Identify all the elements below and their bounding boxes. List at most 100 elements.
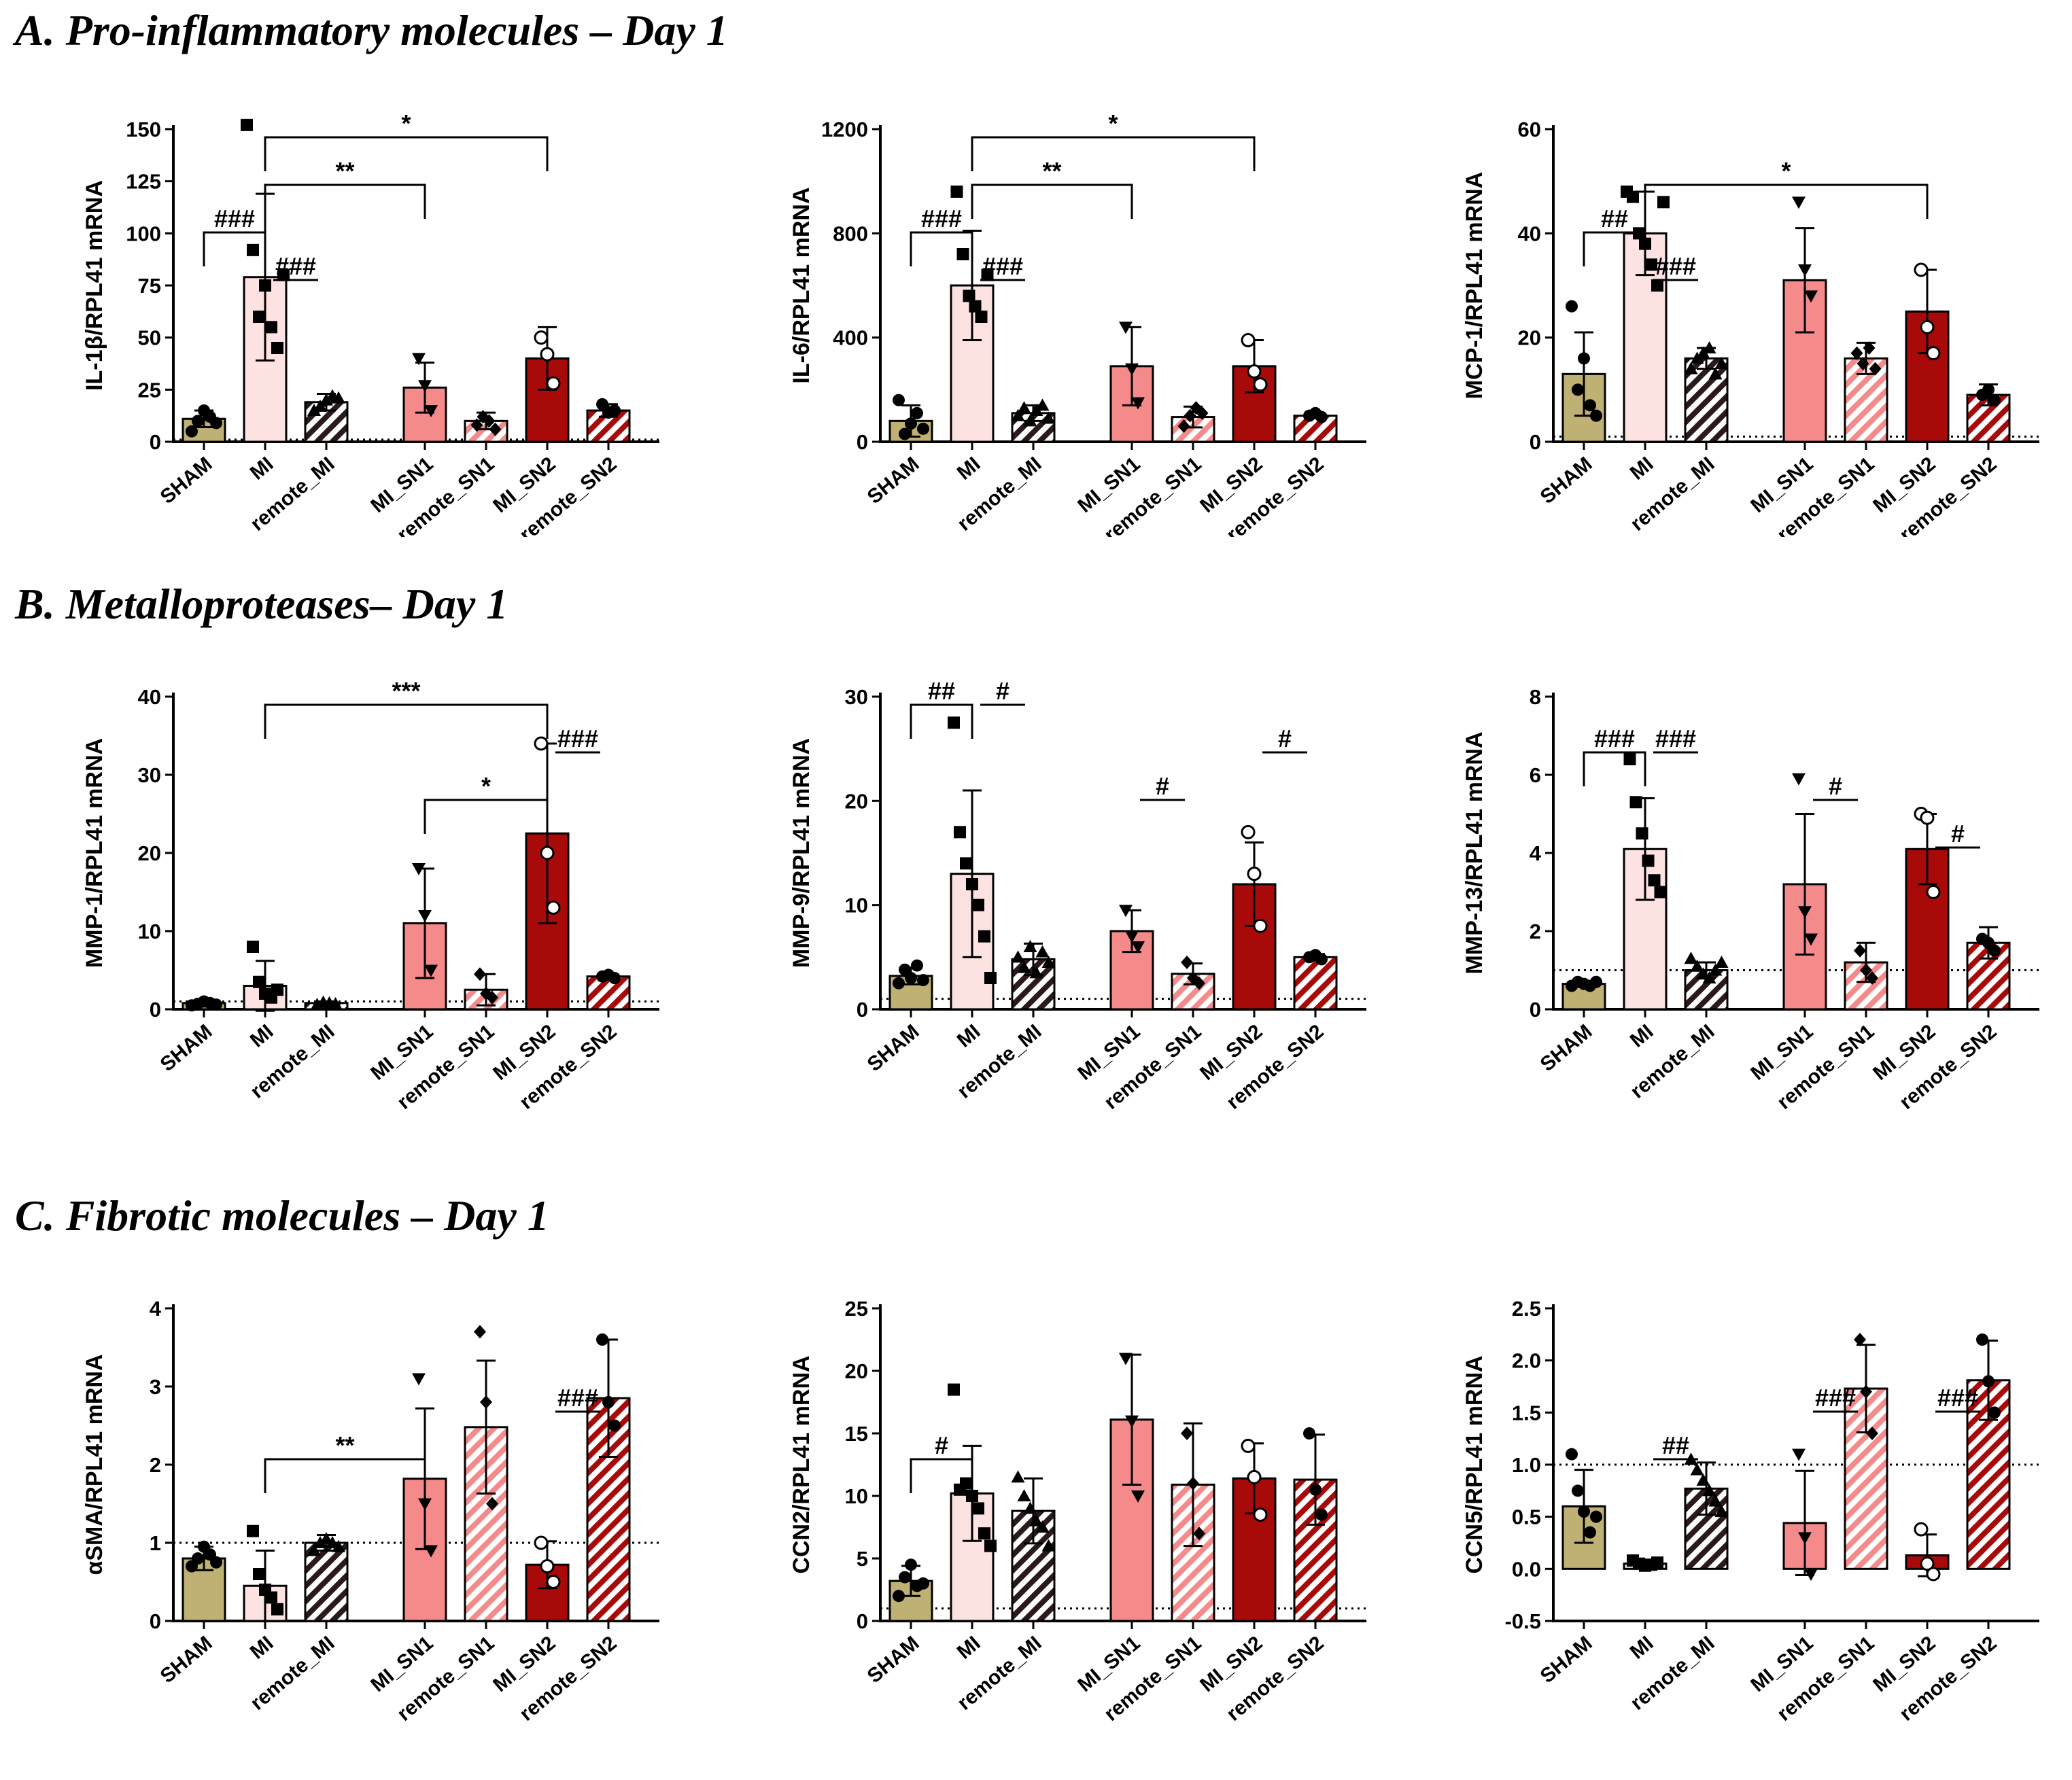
data-point bbox=[546, 901, 561, 915]
data-point bbox=[1017, 401, 1031, 414]
data-point bbox=[332, 1539, 345, 1552]
data-point bbox=[1572, 383, 1584, 396]
data-point bbox=[1566, 300, 1578, 313]
data-point bbox=[534, 1535, 549, 1550]
data-point bbox=[1011, 950, 1025, 963]
data-point bbox=[1857, 357, 1869, 370]
data-point bbox=[1184, 408, 1196, 423]
y-tick-label: 800 bbox=[833, 222, 868, 245]
data-point bbox=[313, 1536, 327, 1548]
data-point bbox=[271, 342, 283, 354]
section-title-a: A. Pro-inflammatory molecules – Day 1 bbox=[15, 6, 728, 54]
data-point bbox=[1309, 1483, 1322, 1496]
data-point bbox=[1926, 1567, 1941, 1582]
y-axis-label: MMP-13/RPL41 mRNA bbox=[1462, 731, 1487, 974]
data-point bbox=[1914, 1522, 1929, 1537]
data-point bbox=[978, 1527, 990, 1540]
data-point bbox=[1684, 362, 1698, 374]
data-point bbox=[969, 300, 982, 313]
y-tick-label: 40 bbox=[1518, 222, 1541, 245]
data-point bbox=[596, 1333, 608, 1346]
y-axis-label: CCN5/RPL41 mRNA bbox=[1462, 1355, 1487, 1573]
data-point bbox=[1017, 960, 1031, 973]
data-point bbox=[1869, 362, 1882, 376]
data-point bbox=[241, 118, 253, 131]
data-point bbox=[424, 405, 438, 417]
data-point bbox=[1642, 854, 1655, 867]
data-point bbox=[1629, 796, 1642, 809]
data-point bbox=[899, 427, 911, 440]
data-point bbox=[1023, 1501, 1037, 1514]
data-point bbox=[210, 417, 222, 430]
data-point bbox=[905, 972, 917, 984]
data-point bbox=[320, 393, 333, 406]
data-point bbox=[1988, 1406, 2001, 1419]
data-point bbox=[486, 1497, 498, 1511]
data-point bbox=[1696, 1473, 1710, 1486]
data-point bbox=[972, 1502, 984, 1515]
data-point bbox=[1854, 943, 1866, 958]
data-point bbox=[253, 311, 265, 323]
significance-label: ### bbox=[1937, 1384, 1978, 1412]
x-tick-label: MI bbox=[246, 453, 278, 485]
data-point bbox=[1708, 1494, 1723, 1507]
data-point bbox=[534, 330, 549, 345]
data-point bbox=[1690, 959, 1704, 972]
x-tick-label: SHAM bbox=[1536, 1020, 1597, 1076]
y-tick-label: 0 bbox=[857, 998, 868, 1022]
data-point bbox=[540, 347, 555, 362]
data-point bbox=[1247, 867, 1262, 882]
chart-ccn5: CCN5/RPL41 mRNA -0.5 0.0 0.5 1.0 1.5 2.0 2.5 SHA… bbox=[1462, 1297, 2039, 1726]
data-point bbox=[540, 845, 555, 860]
data-point bbox=[1702, 1484, 1716, 1497]
data-point bbox=[1645, 258, 1657, 271]
data-point bbox=[608, 404, 621, 417]
data-point bbox=[1976, 1333, 1988, 1346]
data-point bbox=[948, 716, 960, 729]
data-point bbox=[1863, 341, 1876, 355]
data-point bbox=[1241, 824, 1256, 839]
data-point bbox=[424, 964, 438, 977]
x-tick-label: MI bbox=[1626, 1632, 1658, 1664]
y-tick-label: 3 bbox=[150, 1375, 161, 1399]
data-point bbox=[546, 376, 561, 391]
data-point bbox=[1181, 956, 1193, 969]
y-tick-label: 8 bbox=[1530, 685, 1541, 709]
y-tick-label: 30 bbox=[138, 763, 161, 787]
data-point bbox=[1804, 290, 1818, 303]
data-point bbox=[265, 321, 277, 334]
data-point bbox=[1702, 971, 1716, 983]
data-point bbox=[418, 380, 432, 393]
y-tick-label: 100 bbox=[126, 222, 161, 245]
significance-label: ### bbox=[1655, 252, 1696, 280]
data-point bbox=[210, 998, 222, 1011]
data-point bbox=[1866, 1427, 1878, 1440]
data-point bbox=[1798, 264, 1812, 277]
y-tick-label: 2.5 bbox=[1512, 1297, 1541, 1321]
data-point bbox=[1253, 1507, 1268, 1522]
data-point bbox=[470, 418, 483, 432]
data-point bbox=[1187, 1476, 1199, 1490]
significance-label: ### bbox=[1655, 725, 1696, 752]
data-point bbox=[412, 353, 426, 366]
data-point bbox=[917, 974, 929, 987]
data-point bbox=[1029, 1514, 1043, 1526]
significance-label: ### bbox=[1594, 725, 1635, 752]
y-tick-label: 40 bbox=[138, 685, 161, 709]
data-point bbox=[975, 311, 988, 323]
data-point bbox=[192, 1552, 204, 1565]
data-point bbox=[893, 977, 905, 990]
data-point bbox=[1023, 940, 1037, 952]
y-tick-label: 25 bbox=[138, 378, 161, 402]
y-axis-label: CCN2/RPL41 mRNA bbox=[789, 1355, 814, 1573]
significance-label: * bbox=[481, 772, 491, 800]
x-tick-label: SHAM bbox=[863, 1020, 924, 1076]
x-tick-label: SHAM bbox=[156, 1632, 217, 1688]
data-point bbox=[981, 268, 994, 281]
data-point bbox=[1572, 1484, 1584, 1497]
y-tick-label: 0 bbox=[150, 998, 161, 1022]
data-point bbox=[966, 1490, 978, 1502]
significance-label: ### bbox=[921, 205, 962, 232]
